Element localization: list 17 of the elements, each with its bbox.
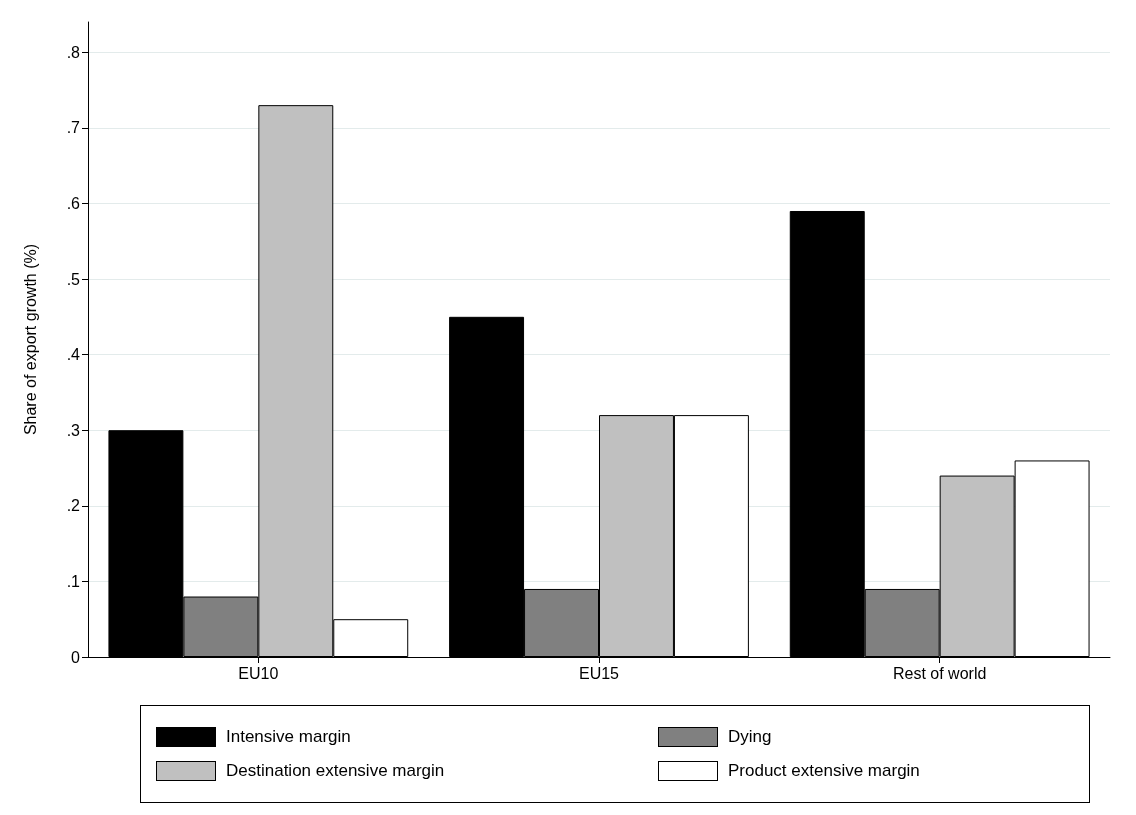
y-tick-label: .3: [66, 421, 81, 439]
x-tick-label: EU15: [578, 664, 620, 682]
y-tick-label: .5: [66, 270, 81, 288]
y-axis-title: Share of export growth (%): [21, 243, 39, 436]
y-tick-label: .7: [66, 119, 81, 137]
legend-label: Product extensive margin: [728, 761, 920, 781]
y-tick-label: .8: [66, 43, 81, 61]
y-tick-label: .6: [66, 194, 81, 212]
legend-label: Intensive margin: [226, 727, 351, 747]
y-tick-label: .2: [66, 497, 81, 515]
y-tick-label: 0: [71, 648, 81, 666]
x-tick-label: Rest of world: [892, 664, 987, 682]
y-tick-label: .4: [66, 346, 81, 364]
legend-label: Destination extensive margin: [226, 761, 445, 781]
y-tick-label: .1: [66, 572, 81, 590]
x-tick-label: EU10: [238, 664, 279, 682]
legend-label: Dying: [728, 727, 772, 747]
